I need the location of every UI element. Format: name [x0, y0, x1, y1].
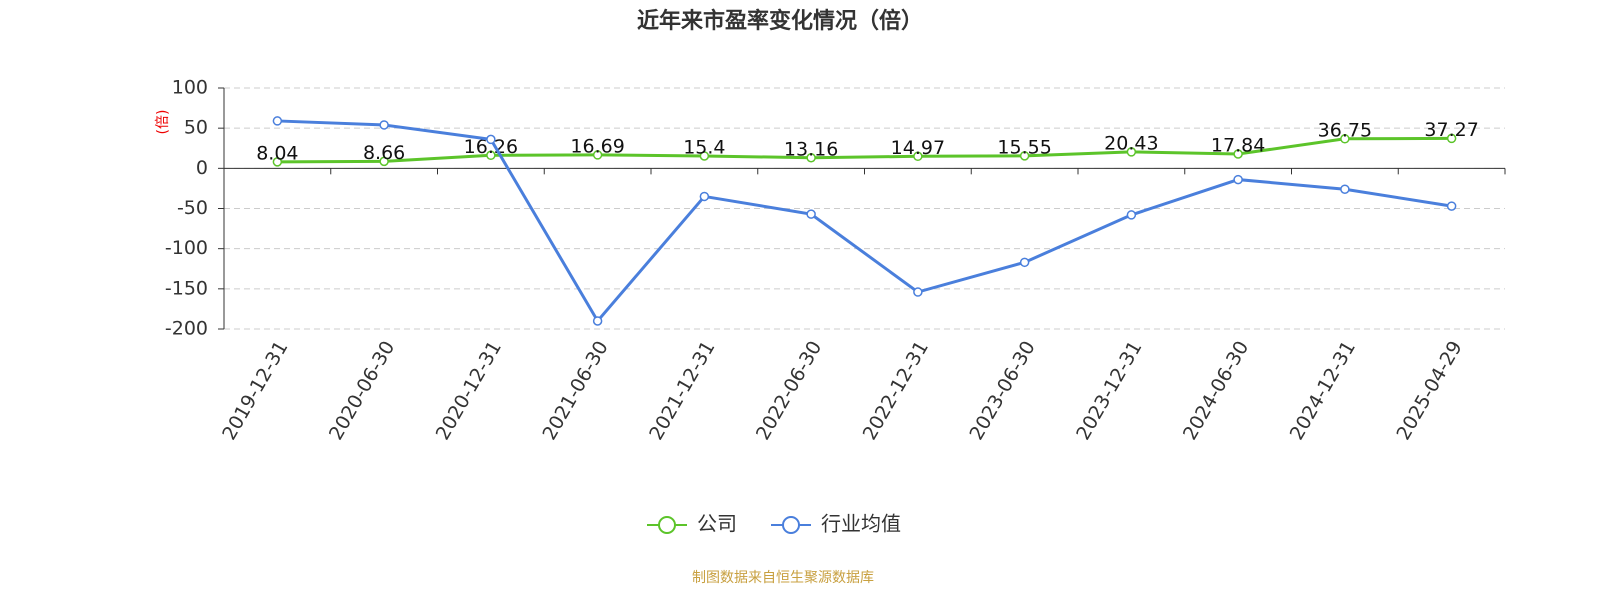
y-tick-label: -150	[165, 277, 208, 299]
y-tick-label: -100	[165, 237, 208, 259]
data-point	[1446, 133, 1457, 144]
x-tick-label: 2023-12-31	[1072, 337, 1146, 444]
data-point	[806, 153, 816, 163]
y-tick-label: 100	[172, 77, 208, 99]
y-tick-label: -200	[165, 318, 208, 340]
data-point	[913, 287, 923, 297]
x-tick-label: 2021-06-30	[538, 337, 612, 444]
data-point	[1126, 210, 1137, 220]
x-tick-label: 2023-06-30	[965, 337, 1039, 444]
data-point	[1340, 184, 1350, 194]
x-tick-label: 2019-12-31	[218, 337, 292, 444]
data-point	[272, 116, 283, 126]
data-point	[1446, 201, 1457, 211]
data-point	[486, 150, 496, 161]
legend-marker	[658, 516, 676, 534]
data-label: 14.97	[891, 137, 945, 159]
data-point	[699, 151, 710, 161]
chart-title: 近年来市盈率变化情况（倍）	[637, 8, 923, 34]
y-axis-label: (倍)	[155, 110, 171, 135]
x-tick-label: 2020-12-31	[432, 337, 506, 444]
data-point	[913, 151, 923, 162]
data-point	[1019, 257, 1030, 268]
data-point	[1233, 149, 1243, 159]
data-label: 36.75	[1318, 119, 1372, 141]
data-point	[379, 120, 389, 130]
data-point	[1126, 147, 1137, 157]
data-point	[1019, 151, 1030, 161]
source-note: 制图数据来自恒生聚源数据库	[692, 570, 874, 586]
data-point	[1233, 174, 1243, 185]
data-label: 15.55	[997, 136, 1051, 158]
data-label: 15.4	[683, 136, 725, 158]
data-point	[1340, 134, 1350, 144]
data-label: 17.84	[1211, 135, 1265, 157]
data-label: 37.27	[1424, 119, 1478, 141]
x-tick-label: 2024-12-31	[1286, 337, 1360, 444]
data-point	[272, 157, 283, 167]
legend-marker	[782, 516, 800, 534]
y-tick-label: 0	[196, 157, 208, 179]
x-tick-label: 2022-06-30	[752, 337, 826, 444]
data-label: 16.26	[464, 136, 518, 158]
y-tick-label: 50	[184, 117, 208, 139]
series-line	[277, 136, 1452, 164]
data-label: 16.69	[570, 135, 624, 157]
data-point	[486, 134, 496, 145]
y-tick-label: -50	[177, 197, 208, 219]
data-label: 8.04	[256, 142, 298, 164]
data-point	[806, 209, 816, 219]
x-tick-label: 2022-12-31	[859, 337, 933, 444]
data-point	[592, 316, 603, 326]
data-point	[379, 156, 389, 167]
data-label: 20.43	[1104, 132, 1158, 154]
x-tick-label: 2021-12-31	[645, 337, 719, 444]
data-point	[699, 191, 710, 202]
data-label: 8.66	[363, 142, 405, 164]
legend-label: 行业均值	[821, 512, 901, 536]
data-label: 13.16	[784, 138, 838, 160]
series-line	[277, 119, 1452, 324]
legend-label: 公司	[697, 512, 737, 536]
x-tick-label: 2024-06-30	[1179, 337, 1253, 444]
x-tick-label: 2025-04-29	[1392, 337, 1466, 444]
data-point	[592, 150, 603, 160]
x-tick-label: 2020-06-30	[325, 337, 399, 444]
